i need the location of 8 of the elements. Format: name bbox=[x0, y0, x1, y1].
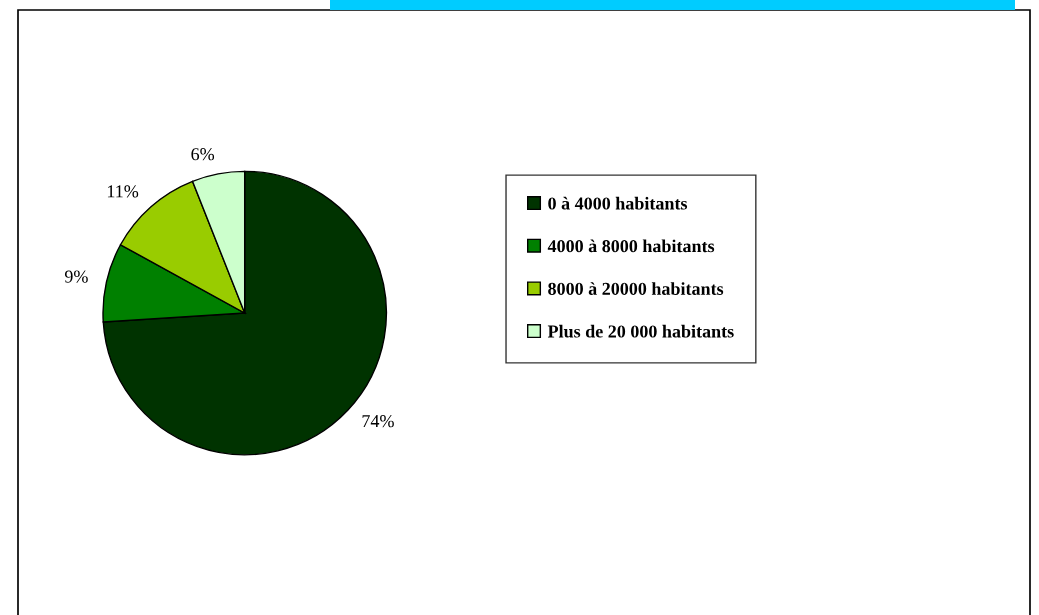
data-label: 11% bbox=[107, 185, 139, 198]
data-label: 9% bbox=[64, 270, 88, 283]
legend-label: 4000 à 8000 habitants bbox=[547, 239, 715, 253]
legend-label: 8000 à 20000 habitants bbox=[548, 282, 724, 295]
legend-label: Plus de 20 000 habitants bbox=[547, 324, 734, 338]
data-label: 6% bbox=[191, 148, 215, 161]
data-label: 74% bbox=[362, 414, 394, 428]
legend-label: 0 à 4000 habitants bbox=[548, 196, 688, 210]
